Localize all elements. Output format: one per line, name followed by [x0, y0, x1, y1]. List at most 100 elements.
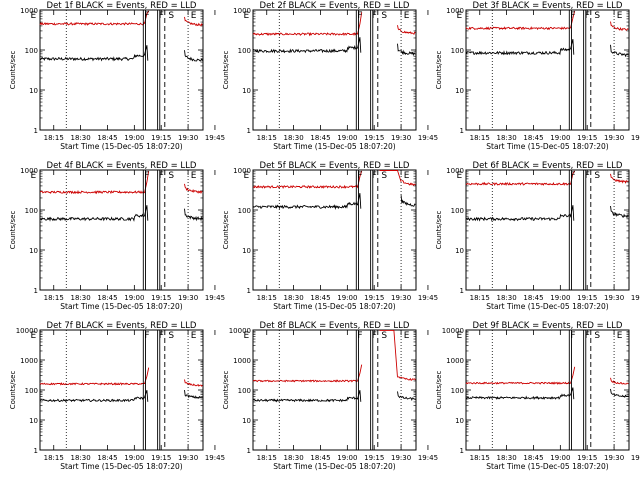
x-tick-label: 18:45: [523, 294, 543, 302]
y-tick-label: 1: [34, 447, 38, 455]
series-lld-post: [610, 377, 629, 385]
x-tick-label: 19:30: [178, 294, 198, 302]
series-lld-post: [397, 25, 416, 35]
marker-label: E: [456, 331, 462, 341]
marker-label: S: [168, 11, 174, 21]
x-axis-label: Start Time (15-Dec-05 18:07:20): [60, 142, 182, 151]
y-tick-label: 10: [455, 87, 464, 95]
y-tick-label: 100: [451, 387, 464, 395]
x-tick-label: 18:30: [71, 134, 91, 142]
marker-label: F: [357, 11, 362, 21]
marker-label: E: [191, 11, 197, 21]
series-events-pre: [465, 205, 575, 222]
marker-label: E: [243, 331, 249, 341]
x-tick-label: 19:15: [577, 454, 597, 462]
marker-label: E: [30, 331, 36, 341]
y-axis-label: Counts/sec: [222, 371, 230, 410]
y-tick-label: 1000: [20, 357, 38, 365]
series-lld-post: [184, 183, 203, 194]
plot-frame: [39, 329, 204, 451]
x-tick-label: 19:45: [631, 134, 640, 142]
x-tick-label: 18:15: [257, 454, 277, 462]
x-tick-label: 18:30: [497, 134, 517, 142]
panel-1: Det 1f BLACK = Events, RED = LLD 1 10 100 10…: [9, 1, 225, 151]
series-events-post: [184, 390, 203, 400]
plot-frame: [252, 329, 417, 451]
y-tick-label: 10: [242, 247, 251, 255]
series-events-post: [400, 195, 416, 207]
series-lld-post: [610, 173, 629, 184]
marker-label: E: [191, 171, 197, 181]
x-tick-label: 18:45: [97, 454, 117, 462]
x-tick-label: 18:15: [470, 454, 490, 462]
x-tick-label: 19:00: [550, 294, 570, 302]
x-tick-label: 19:15: [577, 294, 597, 302]
marker-label: E: [243, 171, 249, 181]
marker-label: S: [168, 171, 174, 181]
panel-9: Det 9f BLACK = Events, RED = LLD 1 10 100 10…: [435, 321, 640, 471]
y-tick-label: 1: [247, 127, 251, 135]
marker-label: F: [585, 11, 590, 21]
panel-title: Det 5f BLACK = Events, RED = LLD: [260, 161, 410, 171]
marker-label: F: [159, 11, 164, 21]
marker-label: S: [594, 331, 600, 341]
y-tick-label: 1000: [233, 167, 251, 175]
x-tick-label: 18:30: [284, 134, 304, 142]
series-events-post: [610, 44, 629, 58]
x-tick-label: 18:45: [523, 134, 543, 142]
x-tick-label: 18:30: [71, 454, 91, 462]
x-tick-label: 18:30: [497, 454, 517, 462]
series-lld-saturated: [379, 329, 398, 378]
x-tick-label: 18:15: [257, 294, 277, 302]
series-events-pre: [39, 389, 149, 403]
y-axis-label: Counts/sec: [435, 211, 443, 250]
panel-title: Det 1f BLACK = Events, RED = LLD: [47, 1, 197, 11]
x-tick-label: 18:45: [310, 454, 330, 462]
x-tick-label: 19:00: [550, 454, 570, 462]
series-lld-post: [184, 16, 203, 27]
marker-label: F: [159, 171, 164, 181]
x-tick-label: 18:15: [470, 134, 490, 142]
x-tick-label: 19:45: [205, 134, 225, 142]
marker-label: F: [159, 331, 164, 341]
x-tick-label: 19:15: [364, 134, 384, 142]
x-tick-label: 19:30: [178, 454, 198, 462]
plot-frame: [39, 9, 204, 131]
panel-title: Det 7f BLACK = Events, RED = LLD: [47, 321, 197, 331]
x-tick-label: 19:30: [391, 454, 411, 462]
series-events-pre: [465, 38, 575, 56]
series-lld-pre: [252, 12, 363, 37]
x-tick-label: 19:15: [577, 134, 597, 142]
x-tick-label: 18:15: [44, 294, 64, 302]
x-tick-label: 19:45: [631, 294, 640, 302]
marker-label: E: [404, 171, 410, 181]
x-tick-label: 19:00: [337, 294, 357, 302]
series-lld-pre: [39, 367, 150, 386]
x-axis-label: Start Time (15-Dec-05 18:07:20): [486, 462, 608, 471]
x-tick-label: 19:30: [604, 454, 624, 462]
y-tick-label: 1000: [446, 7, 464, 15]
marker-label: E: [243, 11, 249, 21]
y-tick-label: 10000: [16, 327, 38, 335]
y-axis-label: Counts/sec: [9, 371, 17, 410]
x-tick-label: 19:00: [124, 134, 144, 142]
x-axis-label: Start Time (15-Dec-05 18:07:20): [486, 302, 608, 311]
y-tick-label: 1: [247, 287, 251, 295]
x-axis-label: Start Time (15-Dec-05 18:07:20): [60, 302, 182, 311]
marker-label: F: [144, 331, 149, 341]
x-tick-label: 19:30: [391, 294, 411, 302]
panel-title: Det 9f BLACK = Events, RED = LLD: [473, 321, 623, 331]
x-axis-label: Start Time (15-Dec-05 18:07:20): [273, 462, 395, 471]
x-tick-label: 19:00: [337, 134, 357, 142]
y-tick-label: 100: [238, 47, 251, 55]
series-events-post: [184, 50, 203, 62]
series-events-pre: [39, 205, 149, 222]
y-axis-label: Counts/sec: [9, 51, 17, 90]
x-tick-label: 19:45: [205, 294, 225, 302]
marker-label: S: [168, 331, 174, 341]
plot-frame: [465, 329, 630, 451]
series-events-post: [397, 43, 416, 57]
series-lld-post: [397, 376, 416, 381]
y-tick-label: 100: [238, 207, 251, 215]
x-tick-label: 18:30: [497, 294, 517, 302]
